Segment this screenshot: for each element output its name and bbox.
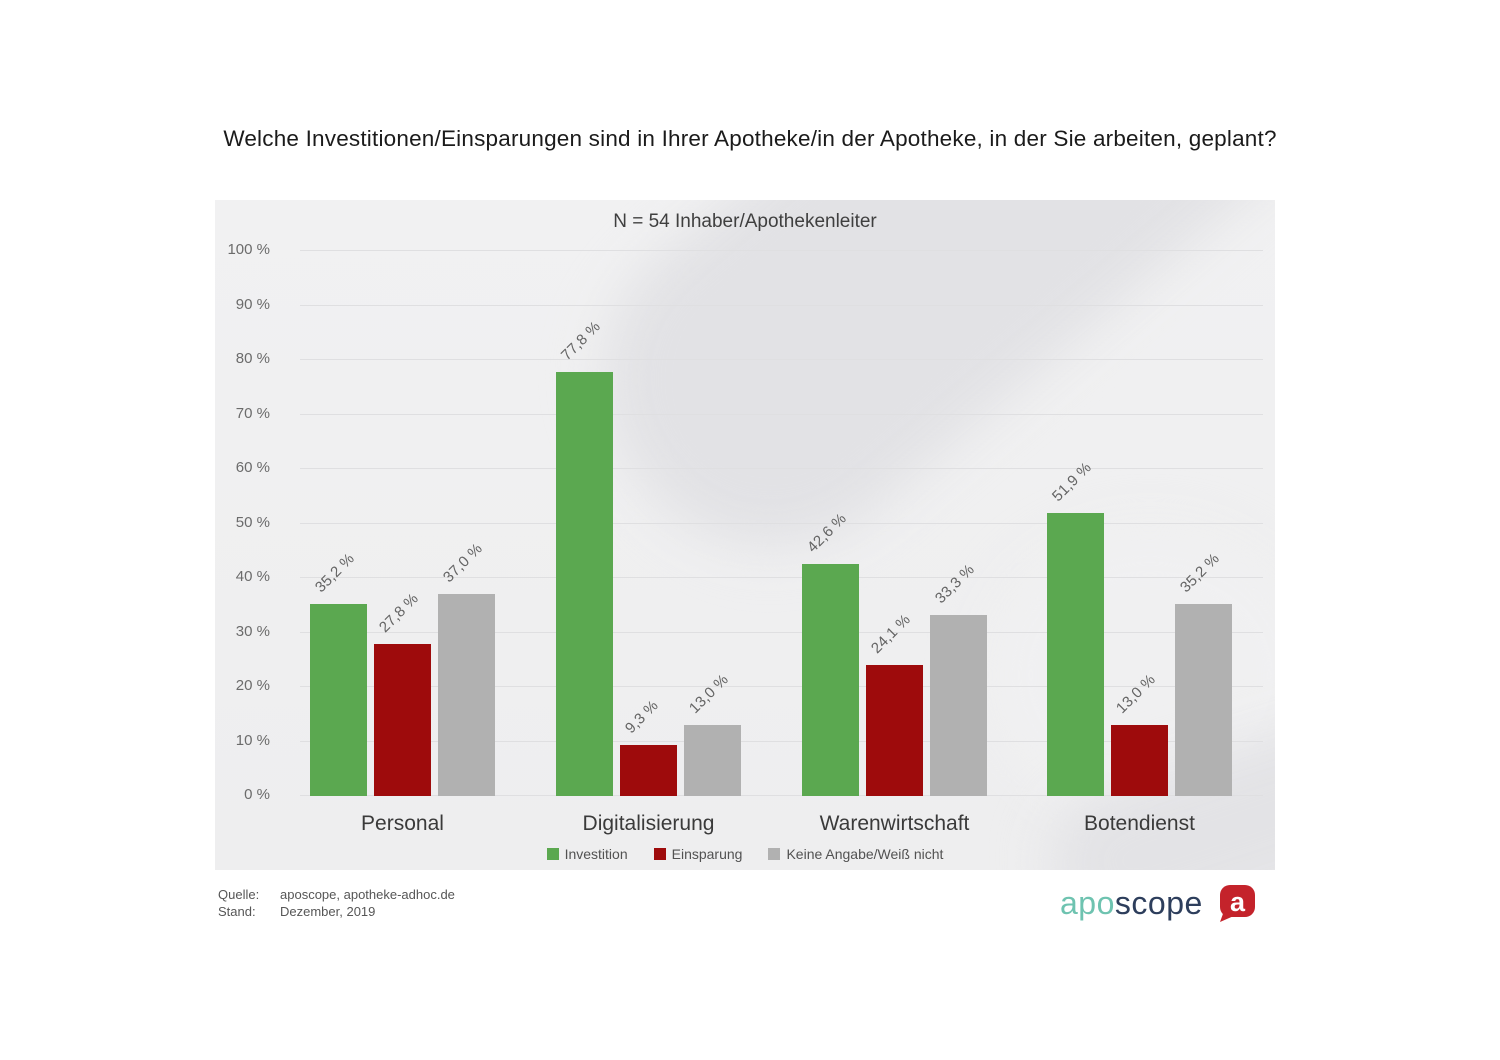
bar — [802, 564, 859, 796]
bar — [1111, 725, 1168, 796]
bar-value-label: 13,0 % — [1112, 671, 1159, 717]
gridline — [300, 577, 1263, 578]
gridline — [300, 686, 1263, 687]
legend-item: Einsparung — [653, 846, 743, 862]
legend-swatch-icon — [546, 848, 559, 860]
bar — [930, 615, 987, 796]
legend-item: Keine Angabe/Weiß nicht — [768, 846, 943, 862]
legend-swatch-icon — [768, 848, 781, 860]
legend: Investition Einsparung Keine Angabe/Weiß n… — [215, 846, 1275, 862]
plot-area: 0 % 10 % 20 % 30 % 40 % 50 % 60 % 70 % 80 % 90 % 1… — [215, 200, 1275, 803]
gridline — [300, 522, 1263, 524]
category-label: Digitalisierung — [582, 812, 715, 835]
legend-item: Investition — [546, 846, 628, 862]
chart-panel: N = 54 Inhaber/Apothekenleiter 0 % 10 % 20… — [215, 200, 1275, 870]
gridline — [300, 359, 1263, 360]
y-axis-tick-label: 60 % — [235, 459, 270, 476]
bar-value-label: 27,8 % — [375, 590, 422, 636]
svg-text:a: a — [1230, 887, 1246, 917]
bar-value-label: 35,2 % — [1176, 550, 1223, 596]
bar-value-label: 37,0 % — [439, 540, 486, 586]
bar-value-label: 51,9 % — [1048, 459, 1095, 505]
bar-value-label: 33,3 % — [931, 561, 978, 607]
y-axis-tick-label: 90 % — [235, 295, 270, 313]
gridline — [300, 413, 1263, 415]
y-axis-tick-label: 10 % — [235, 731, 270, 749]
legend-label: Investition — [564, 846, 628, 862]
y-axis-tick-label: 80 % — [235, 350, 270, 367]
aposcope-wordmark-scope: scope — [1114, 884, 1203, 921]
category-label: Warenwirtschaft — [819, 812, 970, 835]
bar — [556, 372, 613, 796]
source-label: Quelle: — [218, 887, 260, 902]
aposcope-logo: aposcope a — [1060, 880, 1282, 926]
gridline — [300, 304, 1263, 306]
bar — [866, 665, 923, 796]
legend-label: Einsparung — [671, 846, 743, 862]
bar — [1175, 604, 1232, 796]
sample-size-subtitle: N = 54 Inhaber/Apothekenleiter — [613, 211, 877, 232]
aposcope-wordmark-apo: apo — [1060, 884, 1115, 921]
date-value: Dezember, 2019 — [280, 903, 376, 919]
y-axis-tick-label: 30 % — [235, 622, 270, 640]
date-label: Stand: — [218, 903, 256, 919]
category-label: Personal — [361, 812, 444, 835]
aposcope-wordmark: aposcope — [1060, 885, 1203, 922]
bar-value-label: 77,8 % — [557, 318, 604, 364]
bar — [374, 644, 431, 796]
bar — [620, 745, 677, 796]
gridline — [300, 740, 1263, 742]
y-axis-tick-label: 40 % — [235, 568, 270, 585]
gridline — [300, 631, 1263, 633]
bar-value-label: 42,6 % — [803, 510, 850, 556]
bar — [1047, 513, 1104, 796]
adhoc-speech-bubble-icon: a — [1219, 885, 1255, 922]
bar — [438, 594, 495, 796]
y-axis-tick-label: 0 % — [244, 786, 270, 803]
bar-value-label: 13,0 % — [685, 671, 732, 717]
bar — [684, 725, 741, 796]
gridline — [300, 468, 1263, 469]
bar-value-label: 35,2 % — [311, 550, 358, 596]
category-label: Botendienst — [1084, 812, 1195, 835]
chart-question-title: Welche Investitionen/Einsparungen sind i… — [223, 126, 1277, 151]
source-footer: Quelle: aposcope, apotheke-adhoc.de Stan… — [218, 887, 455, 920]
y-axis-tick-label: 100 % — [227, 241, 270, 258]
y-axis-tick-label: 50 % — [235, 513, 270, 531]
legend-label: Keine Angabe/Weiß nicht — [786, 846, 944, 862]
source-value: aposcope, apotheke-adhoc.de — [280, 887, 455, 902]
bar-value-label: 9,3 % — [621, 697, 662, 737]
bar — [310, 604, 367, 796]
y-axis-tick-label: 70 % — [235, 404, 270, 422]
gridline — [300, 250, 1263, 251]
legend-swatch-icon — [653, 848, 666, 860]
gridline — [300, 795, 1263, 796]
bar-value-label: 24,1 % — [867, 611, 914, 657]
y-axis-tick-label: 20 % — [235, 677, 270, 694]
